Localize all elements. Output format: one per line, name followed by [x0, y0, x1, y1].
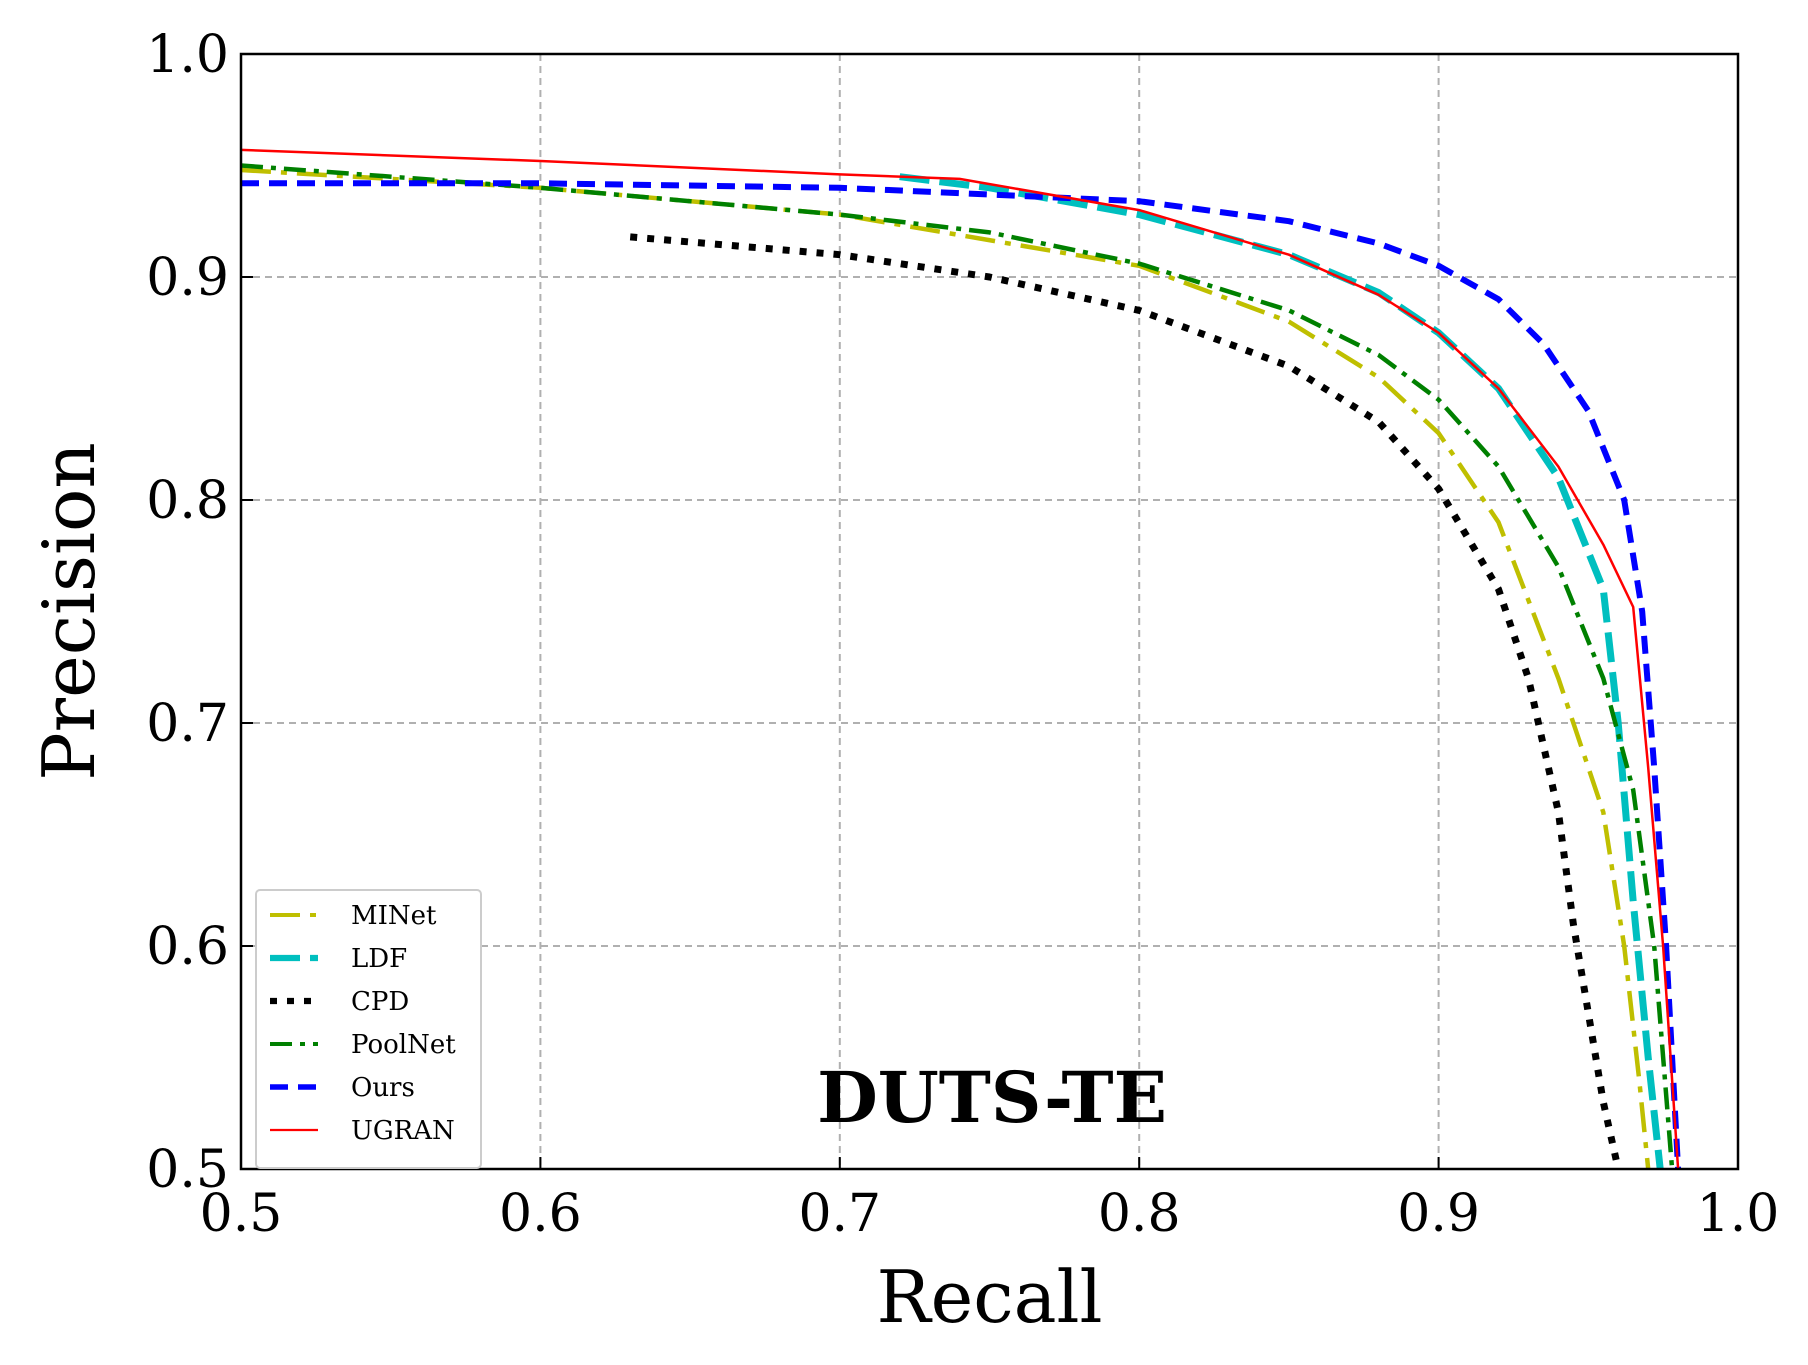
legend-label-ldf: LDF — [351, 944, 407, 974]
legend-label-minet: MINet — [351, 901, 437, 931]
legend-label-ugran: UGRAN — [351, 1116, 455, 1146]
chart-title: DUTS-TE — [817, 1056, 1167, 1139]
y-tick-label: 0.6 — [146, 917, 229, 977]
y-tick-label: 1.0 — [146, 25, 229, 85]
legend-label-ours: Ours — [351, 1073, 415, 1103]
y-tick-label: 0.8 — [146, 471, 229, 531]
x-tick-label: 0.8 — [1098, 1184, 1181, 1244]
series-lines — [240, 148, 1682, 1170]
legend-label-cpd: CPD — [351, 987, 409, 1017]
x-tick-label: 1.0 — [1697, 1184, 1780, 1244]
y-axis-label: Precision — [27, 442, 111, 781]
x-tick-label: 0.7 — [798, 1184, 881, 1244]
series-line-ours — [241, 180, 1682, 1170]
series-line-ugran — [240, 148, 1680, 1170]
plot-frame — [239, 52, 1740, 1171]
series-line-minet — [240, 167, 1651, 1170]
x-tick-label: 0.6 — [499, 1184, 582, 1244]
y-tick-label: 0.5 — [146, 1140, 229, 1200]
x-tick-label: 0.5 — [200, 1184, 283, 1244]
legend-label-poolnet: PoolNet — [351, 1030, 456, 1060]
x-axis-label: Recall — [876, 1255, 1102, 1339]
y-tick-label: 0.9 — [146, 248, 229, 308]
axis-ticks: 0.5 0.6 0.7 0.8 0.9 1.0 0.5 0.6 0.7 0.8 0.9 1.0 — [146, 25, 1779, 1244]
x-tick-label: 0.9 — [1397, 1184, 1480, 1244]
y-tick-label: 0.7 — [146, 694, 229, 754]
legend: MINet LDF CPD PoolNet Ours UGRAN — [255, 889, 482, 1169]
